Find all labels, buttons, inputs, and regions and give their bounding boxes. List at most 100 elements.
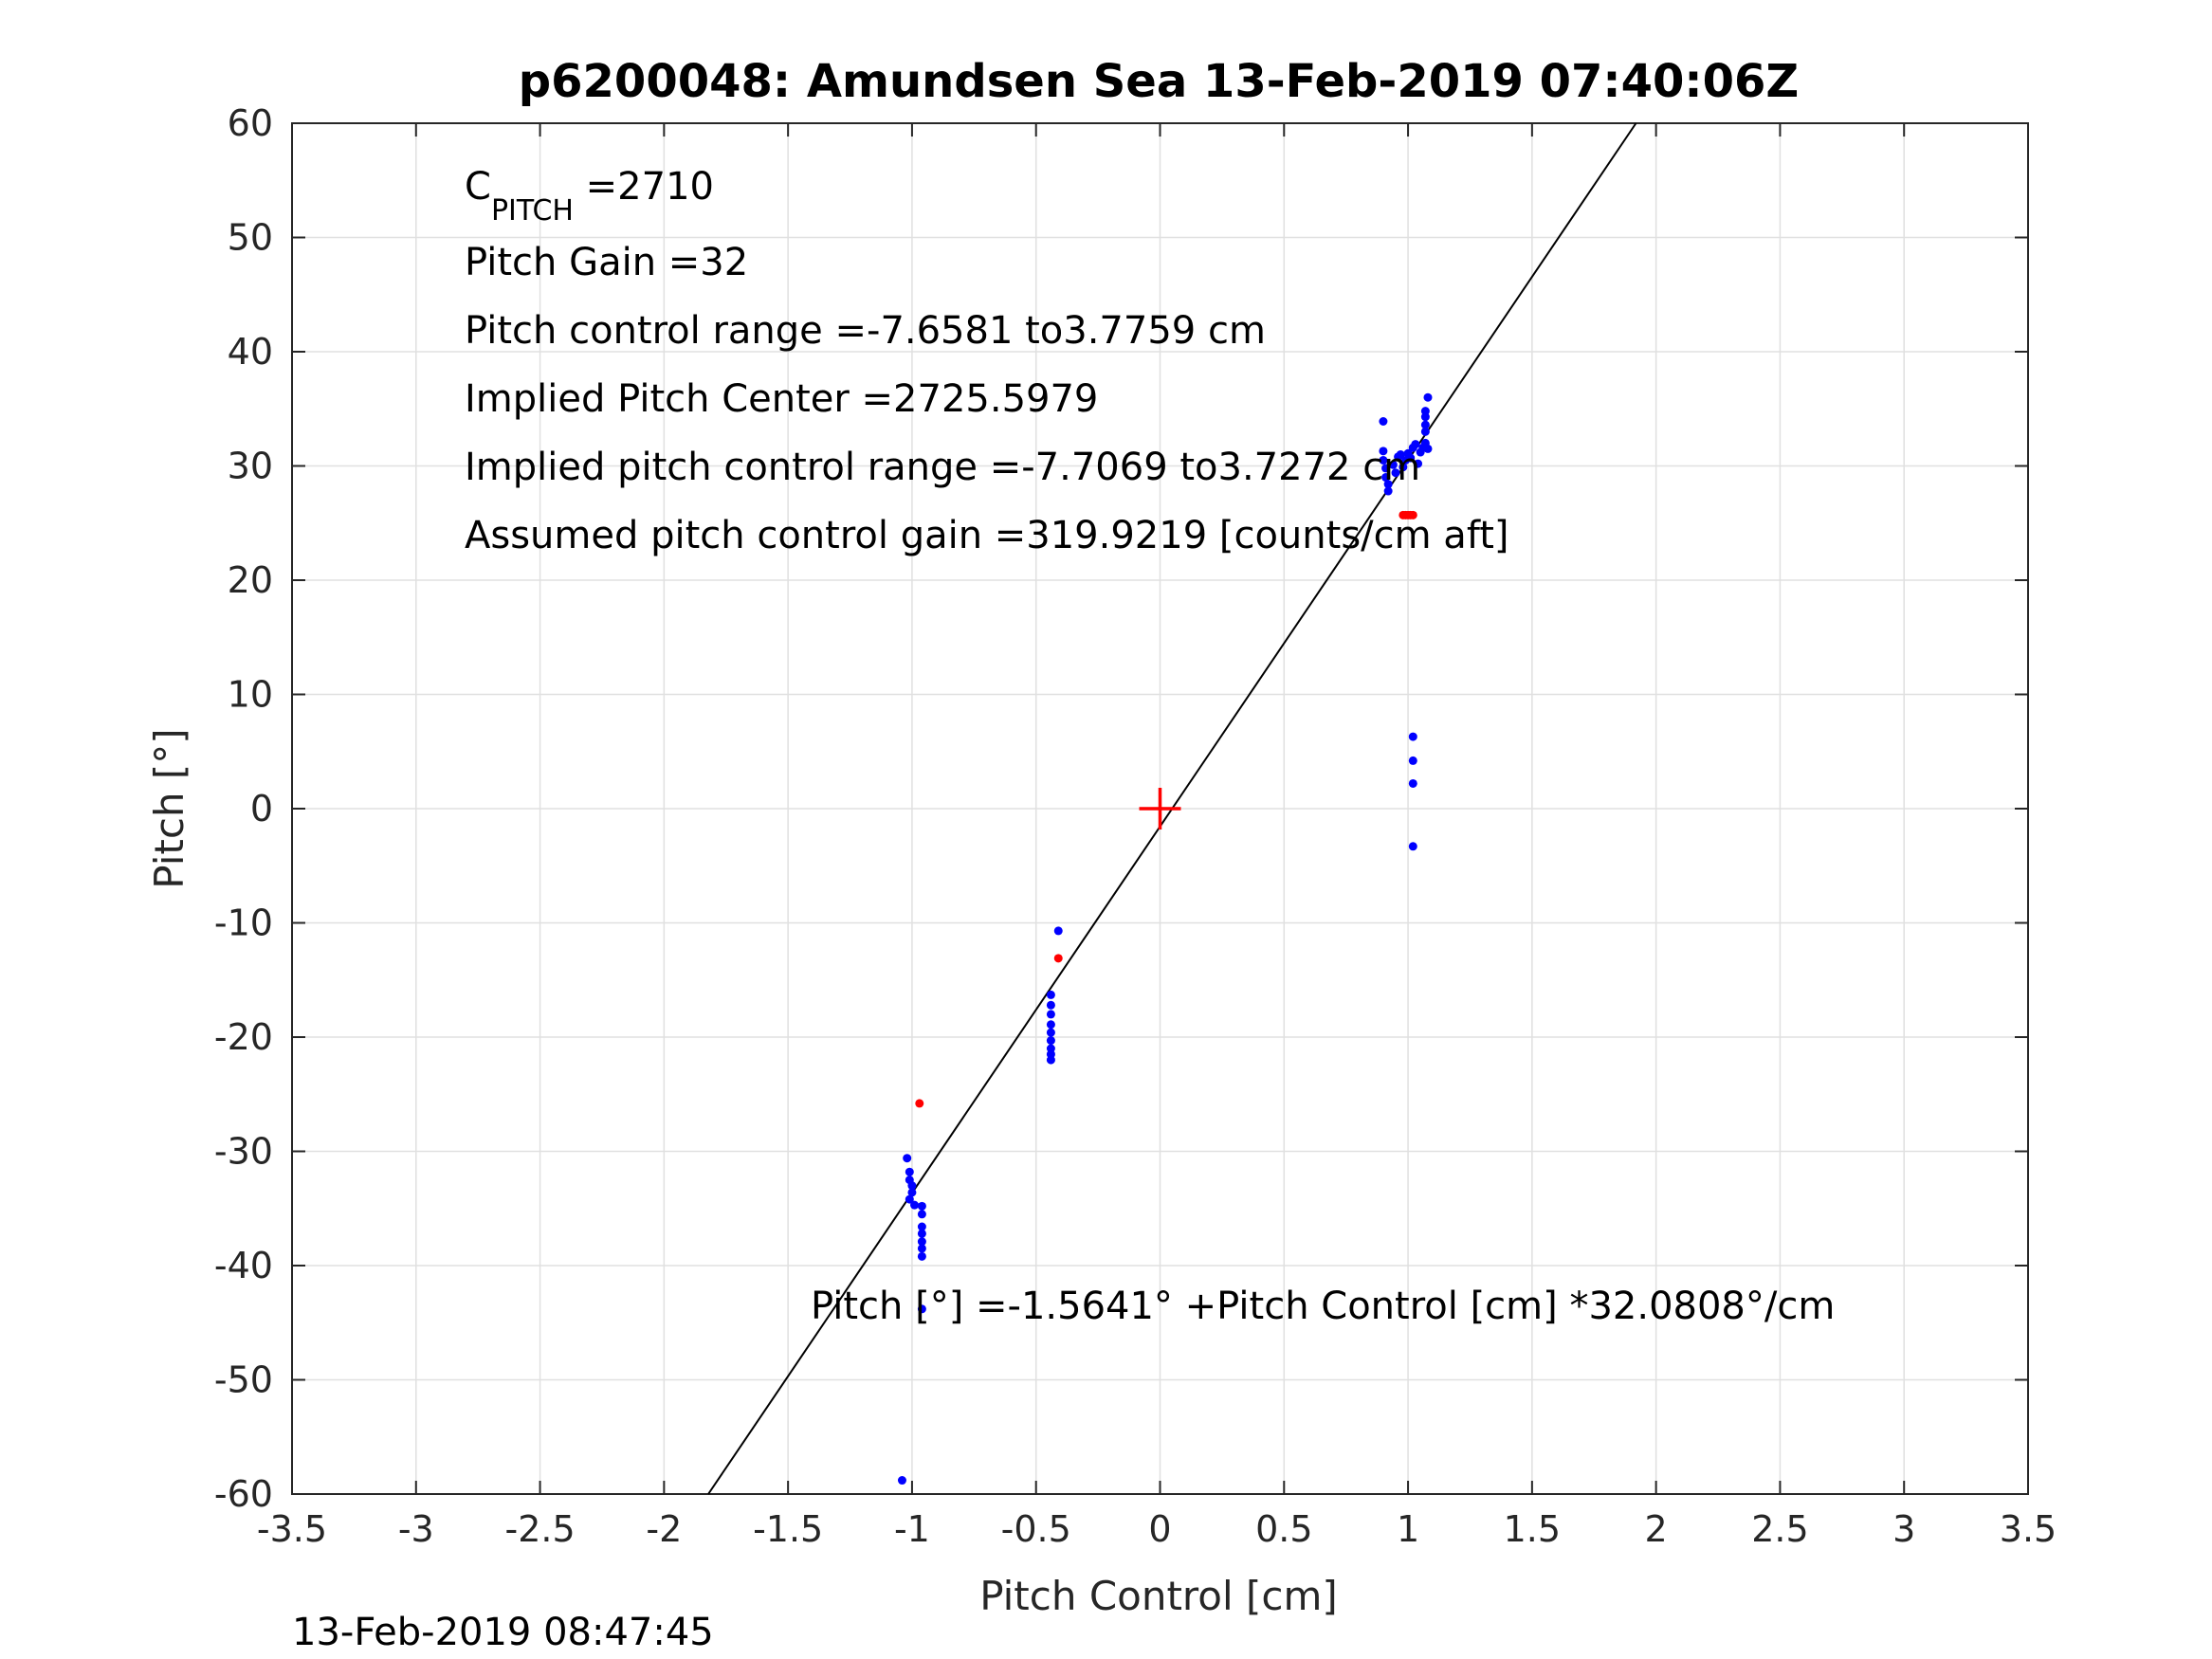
annotation-cpitch: CPITCH =2710 [465,165,714,228]
annotation-implied-pitch-control-range: Implied pitch control range =-7.7069 to3… [465,446,1420,489]
blue-data-point [1420,420,1430,429]
blue-data-point [907,1181,917,1191]
blue-data-point [1046,1036,1055,1046]
center-marker [1139,788,1181,830]
blue-data-point [1379,455,1388,465]
blue-data-point [1046,1000,1055,1010]
blue-data-point [917,1210,926,1219]
blue-data-point [897,1476,906,1486]
x-tick-label: 0.5 [1255,1508,1312,1550]
blue-data-point [1391,468,1400,478]
x-tick-label: 1.5 [1504,1508,1561,1550]
x-tick-label: -3.5 [257,1508,327,1550]
blue-data-point [1406,453,1416,463]
x-tick-label: 3 [1892,1508,1915,1550]
annotation-assumed-gain: Assumed pitch control gain =319.9219 [co… [465,514,1508,557]
y-tick-label: -50 [214,1359,273,1401]
blue-data-point [1423,444,1433,453]
x-tick-label: -1 [894,1508,930,1550]
y-tick-label: 20 [228,559,273,601]
y-axis-label: Pitch [°] [146,728,192,888]
blue-data-point [1420,407,1430,416]
annotation-fit-equation: Pitch [°] =-1.5641° +Pitch Control [cm] … [811,1285,1835,1328]
blue-data-point [1408,778,1417,788]
y-tick-labels: 60 50 40 30 20 10 0 -10 -20 -30 -40 -50 -60 [214,102,273,1515]
blue-data-point [1053,926,1063,936]
y-tick-label: 40 [228,331,273,373]
blue-data-point [1408,756,1417,765]
x-tick-label: 2.5 [1751,1508,1808,1550]
blue-data-point [1379,417,1388,427]
blue-data-point [1046,1020,1055,1030]
annotation-pitch-gain: Pitch Gain =32 [465,241,748,284]
grid [291,122,2029,1495]
axis-ticks [291,122,2029,1495]
timestamp: 13-Feb-2019 08:47:45 [292,1611,714,1654]
blue-data-point [917,1304,926,1314]
blue-data-point [1046,990,1055,999]
y-tick-label: 0 [250,788,273,830]
blue-data-point [1420,427,1430,436]
y-tick-label: 60 [228,102,273,144]
blue-data-point [917,1222,926,1231]
y-tick-label: 50 [228,217,273,259]
x-axis-label: Pitch Control [cm] [979,1573,1338,1619]
y-tick-label: 10 [228,674,273,716]
y-tick-label: 30 [228,446,273,487]
blue-data-point [903,1154,912,1163]
blue-data-point [917,1251,926,1261]
red-data-point [1408,510,1417,520]
x-tick-labels: -3.5 -3 -2.5 -2 -1.5 -1 -0.5 0 0.5 1 1.5 2 2.5 3 3.5 [257,1508,2057,1550]
blue-data-point [1414,459,1423,468]
red-data-point [1053,954,1063,963]
data-points [897,392,1433,1486]
y-tick-label: -40 [214,1245,273,1286]
x-tick-label: -0.5 [1001,1508,1071,1550]
blue-data-point [1381,464,1391,473]
y-tick-label: -30 [214,1131,273,1173]
annotation-cpitch-value: =2710 [574,165,714,209]
blue-data-point [917,1201,926,1211]
blue-data-point [1408,732,1417,741]
y-tick-label: -10 [214,902,273,944]
x-tick-label: -1.5 [753,1508,823,1550]
blue-data-point [1046,1028,1055,1037]
annotation-implied-pitch-center: Implied Pitch Center =2725.5979 [465,377,1098,421]
blue-data-point [905,1194,914,1204]
blue-data-point [1379,447,1388,456]
blue-data-point [1396,449,1405,459]
blue-data-point [917,1244,926,1253]
blue-data-point [1046,1010,1055,1019]
blue-data-point [1383,480,1393,489]
annotation-pitch-control-range: Pitch control range =-7.6581 to3.7759 cm [465,309,1266,353]
x-tick-label: 0 [1148,1508,1171,1550]
blue-data-point [905,1167,914,1176]
blue-data-point [1398,463,1408,472]
blue-data-point [907,1188,917,1197]
red-data-point [915,1099,924,1108]
blue-data-point [1381,473,1391,483]
x-tick-label: -2.5 [504,1508,575,1550]
x-tick-label: 1 [1397,1508,1419,1550]
blue-data-point [917,1237,926,1247]
blue-data-point [1046,1055,1055,1065]
y-tick-label: -20 [214,1016,273,1058]
x-tick-label: 3.5 [2000,1508,2057,1550]
x-tick-label: -2 [646,1508,682,1550]
blue-data-point [1388,460,1398,469]
blue-data-point [1383,486,1393,496]
blue-data-point [910,1200,920,1210]
chart-title: p6200048: Amundsen Sea 13-Feb-2019 07:40… [519,55,1799,108]
x-tick-label: 2 [1645,1508,1668,1550]
x-tick-label: -3 [398,1508,434,1550]
y-tick-label: -60 [214,1473,273,1515]
blue-data-point [1408,842,1417,851]
annotation-cpitch-main: C [465,165,491,209]
blue-data-point [1423,392,1433,402]
annotation-cpitch-subscript: PITCH [491,194,574,228]
blue-data-point [917,1229,926,1238]
blue-data-point [1411,440,1420,449]
